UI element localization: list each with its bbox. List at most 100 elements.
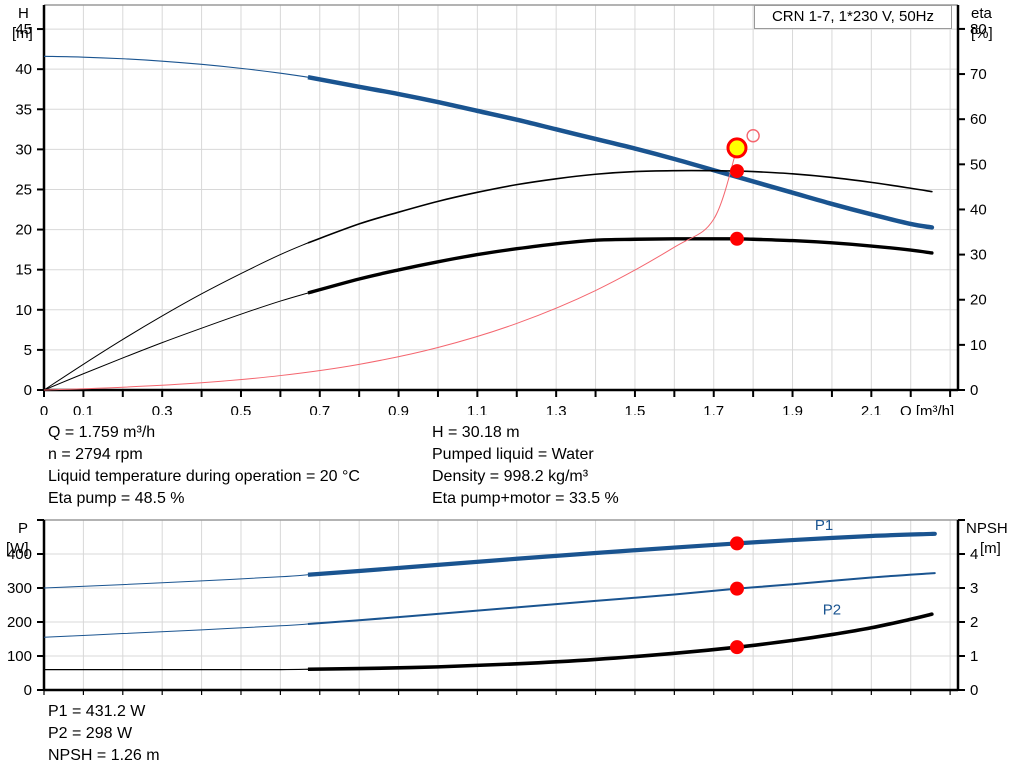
info-line-p1: P1 = 431.2 W xyxy=(48,703,146,720)
duty-point-marker[interactable] xyxy=(726,137,748,159)
tick-label-npsh: 1 xyxy=(970,648,978,665)
axis-title-eta: eta xyxy=(971,5,993,22)
tick-label-eta: 70 xyxy=(970,66,987,83)
x-axis-ticks[interactable] xyxy=(43,690,951,695)
tick-label-npsh: 2 xyxy=(970,614,978,631)
info-block-top: Q = 1.759 m³/h n = 2794 rpm Liquid tempe… xyxy=(0,424,1024,514)
tick-label-q: 0.1 xyxy=(73,403,94,415)
left-axis-ticks[interactable]: 0 100 200 300 400 xyxy=(7,519,44,699)
duty-dot-eta-total[interactable] xyxy=(729,231,744,246)
tick-label-q: 1.9 xyxy=(782,403,803,415)
tick-label-p: 0 xyxy=(24,682,32,699)
tick-label-p: 100 xyxy=(7,648,32,665)
tick-label-eta: 10 xyxy=(970,337,987,354)
axis-title-q: Q [m³/h] xyxy=(900,403,954,415)
tick-label-h: 15 xyxy=(15,262,32,279)
info-top-left-col: Q = 1.759 m³/h n = 2794 rpm Liquid tempe… xyxy=(48,424,360,512)
top-duty-markers[interactable] xyxy=(726,129,760,246)
npsh-reference-curve[interactable] xyxy=(43,147,738,391)
p1-curve-label: P1 xyxy=(815,517,833,534)
tick-label-h: 40 xyxy=(15,61,32,78)
tick-label-h: 35 xyxy=(15,101,32,118)
x-axis-ticks[interactable]: 0 0.1 0.3 0.5 0.7 0.9 1.1 1.3 1.5 1.7 1.9 2.1 xyxy=(40,390,952,415)
pump-title-box: CRN 1-7, 1*230 V, 50Hz xyxy=(754,5,952,29)
tick-label-eta: 60 xyxy=(970,111,987,128)
tick-label-q: 0.7 xyxy=(309,403,330,415)
power-npsh-chart-svg: 0 100 200 300 400 P [W] 0 1 2 3 4 NPSH [m] P1 P2 xyxy=(6,517,1008,699)
tick-label-npsh: 4 xyxy=(970,546,978,563)
info-line-q: Q = 1.759 m³/h xyxy=(48,424,156,441)
info-block-bottom: P1 = 431.2 W P2 = 298 W NPSH = 1.26 m xyxy=(0,703,1024,773)
tick-label-eta: 80 xyxy=(970,21,987,38)
info-line-liquid: Pumped liquid = Water xyxy=(432,446,594,463)
tick-label-p: 300 xyxy=(7,580,32,597)
left-axis-ticks[interactable]: 0 5 10 15 20 25 30 35 40 45 xyxy=(15,21,44,399)
tick-label-eta: 0 xyxy=(970,382,978,399)
head-curve-thin[interactable] xyxy=(43,55,311,79)
tick-label-p: 200 xyxy=(7,614,32,631)
p1-curve-thin[interactable] xyxy=(43,574,311,589)
p2-curve-thin[interactable] xyxy=(43,623,311,638)
tick-label-h: 45 xyxy=(15,21,32,38)
info-line-npsh: NPSH = 1.26 m xyxy=(48,747,160,764)
right-axis-ticks[interactable]: 0 10 20 30 40 50 60 70 80 xyxy=(958,21,987,399)
tick-label-q: 1.5 xyxy=(625,403,646,415)
bottom-plot-frame[interactable] xyxy=(42,519,960,692)
axis-title-h: H xyxy=(18,5,29,22)
duty-dot-npsh[interactable] xyxy=(729,640,744,655)
power-npsh-chart: 0 100 200 300 400 P [W] 0 1 2 3 4 NPSH [m] P1 P2 xyxy=(0,515,1024,705)
axis-unit-eta: [%] xyxy=(971,25,993,42)
info-line-density: Density = 998.2 kg/m³ xyxy=(432,468,589,485)
eta-total-curve-thick[interactable] xyxy=(307,237,934,295)
tick-label-q: 0.5 xyxy=(231,403,252,415)
tick-label-q: 1.3 xyxy=(546,403,567,415)
axis-title-p: P xyxy=(18,520,28,537)
tick-label-q: 0.9 xyxy=(388,403,409,415)
tick-label-h: 25 xyxy=(15,181,32,198)
head-eta-chart: 0 5 10 15 20 25 30 35 40 45 H [m] 0 10 20 30 40 50 60 70 80 e… xyxy=(12,4,993,415)
p1-curve-thick[interactable] xyxy=(307,531,937,577)
tick-label-eta: 20 xyxy=(970,292,987,309)
axis-unit-h: [m] xyxy=(12,25,33,42)
pump-title-text: CRN 1-7, 1*230 V, 50Hz xyxy=(771,8,935,25)
duty-dot-p1[interactable] xyxy=(729,536,744,551)
info-line-etapump: Eta pump = 48.5 % xyxy=(48,490,185,507)
right-axis-ticks[interactable]: 0 1 2 3 4 xyxy=(958,519,978,699)
tick-label-npsh: 3 xyxy=(970,580,978,597)
tick-label-p: 400 xyxy=(7,546,32,563)
axis-unit-p: [W] xyxy=(6,540,29,557)
tick-label-h: 0 xyxy=(24,382,32,399)
eta-pump-curve-thin[interactable] xyxy=(43,241,311,391)
tick-label-h: 10 xyxy=(15,302,32,319)
duty-dot-eta-pump[interactable] xyxy=(729,164,744,179)
p2-curve-label: P2 xyxy=(823,602,841,619)
tick-label-eta: 40 xyxy=(970,201,987,218)
eta-pump-curve-thick[interactable] xyxy=(307,169,933,244)
head-curve-thick[interactable] xyxy=(307,74,935,230)
p2-curve-thick[interactable] xyxy=(307,572,936,626)
npsh-curve-thick[interactable] xyxy=(307,612,934,672)
tick-label-q: 0 xyxy=(40,403,48,415)
tick-label-npsh: 0 xyxy=(970,682,978,699)
tick-label-h: 20 xyxy=(15,222,32,239)
duty-open-circle-marker[interactable] xyxy=(746,129,760,143)
tick-label-q: 0.3 xyxy=(152,403,173,415)
info-line-p2: P2 = 298 W xyxy=(48,725,133,742)
eta-total-curve-thin[interactable] xyxy=(43,291,311,391)
tick-label-q: 1.1 xyxy=(467,403,488,415)
info-bottom-left-col: P1 = 431.2 W P2 = 298 W NPSH = 1.26 m xyxy=(48,703,160,769)
tick-label-q: 1.7 xyxy=(703,403,724,415)
bottom-curves[interactable] xyxy=(43,531,937,672)
tick-label-h: 30 xyxy=(15,141,32,158)
tick-label-eta: 30 xyxy=(970,247,987,264)
info-line-temp: Liquid temperature during operation = 20… xyxy=(48,468,360,485)
info-line-h: H = 30.18 m xyxy=(432,424,520,441)
duty-dot-p2[interactable] xyxy=(729,581,744,596)
top-curves[interactable] xyxy=(43,55,935,391)
bottom-duty-markers[interactable] xyxy=(729,536,744,655)
info-top-right-col: H = 30.18 m Pumped liquid = Water Densit… xyxy=(432,424,619,512)
tick-label-eta: 50 xyxy=(970,156,987,173)
tick-label-q: 2.1 xyxy=(861,403,882,415)
tick-label-h: 5 xyxy=(24,342,32,359)
head-eta-chart-svg: 0 5 10 15 20 25 30 35 40 45H [m] 0 10 20 30 40 50 60 70 80e… xyxy=(12,4,993,415)
